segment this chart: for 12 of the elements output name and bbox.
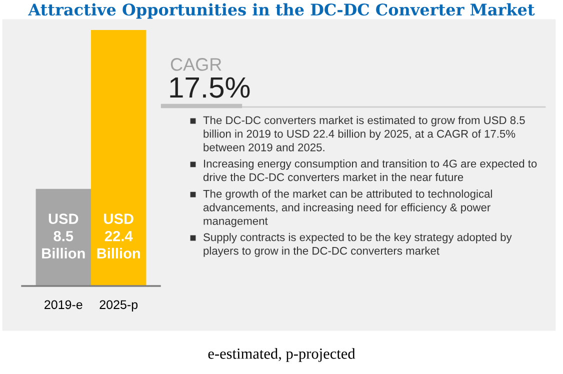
text: 17.5% bbox=[170, 77, 250, 98]
x-tick-label: 2019-e bbox=[44, 300, 82, 310]
text: Attractive Opportunities in the DC-DC Converter Market bbox=[28, 3, 535, 19]
data-label: USD 22.4 Billion bbox=[97, 214, 140, 259]
text: CAGR bbox=[170, 58, 222, 71]
text: Supply contracts is expected to be the key strategy adopted by players to grow in the DC-DC converters market bbox=[204, 233, 512, 257]
data-label: USD 8.5 Billion bbox=[42, 214, 85, 259]
x-tick-label: 2025-p bbox=[100, 300, 138, 312]
text: e-estimated, p-projected bbox=[208, 348, 356, 362]
text: The DC-DC converters market is estimated to grow from USD 8.5 billion in 2019 to USD 22.4 billion by 2025, at a CAGR of 17.5% between 2019 and 2025. bbox=[203, 116, 525, 152]
text: Increasing energy consumption and transition to 4G are expected to drive the DC-DC converters market in the near future bbox=[203, 159, 537, 182]
text: The growth of the market can be attributed to technological advancements, and increasing need for efficiency & power management bbox=[203, 190, 492, 228]
